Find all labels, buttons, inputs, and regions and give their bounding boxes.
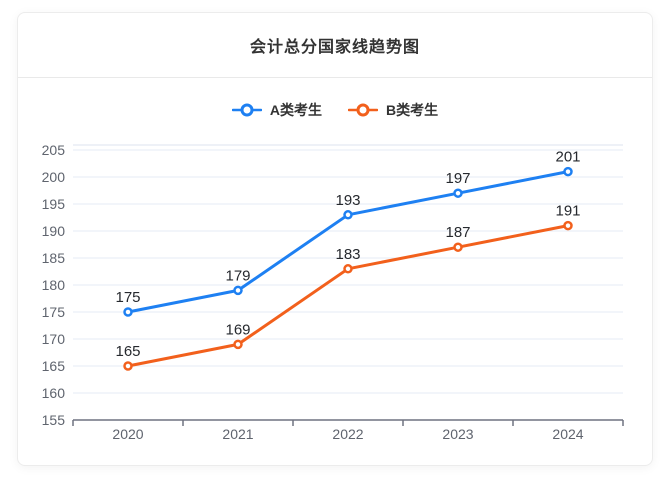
legend-label: B类考生 xyxy=(386,102,439,118)
chart-area: A类考生 B类考生 155 160 165 170 175 180 185 190 195 200 2… xyxy=(18,78,652,465)
y-tick-label: 175 xyxy=(42,304,66,320)
data-point[interactable] xyxy=(563,220,573,231)
data-label: 169 xyxy=(225,321,250,338)
data-point[interactable] xyxy=(563,166,573,177)
data-label: 191 xyxy=(555,203,580,220)
y-tick-label: 160 xyxy=(42,385,66,401)
data-point[interactable] xyxy=(123,307,133,317)
y-tick-label: 180 xyxy=(42,277,66,293)
x-tick-label: 2023 xyxy=(442,426,473,442)
data-label: 193 xyxy=(335,192,360,209)
y-tick-label: 170 xyxy=(42,331,66,347)
legend-item-1[interactable]: B类考生 xyxy=(348,100,438,120)
y-tick-label: 200 xyxy=(42,169,66,185)
legend-label: A类考生 xyxy=(269,102,322,118)
x-tick-label: 2020 xyxy=(112,426,143,442)
data-point[interactable] xyxy=(123,361,133,371)
data-label: 183 xyxy=(335,246,360,263)
trend-line-chart: 155 160 165 170 175 180 185 190 195 200 205 2020 202… xyxy=(42,142,624,442)
y-tick-label: 155 xyxy=(42,412,66,428)
x-tick-label: 2022 xyxy=(332,426,363,442)
legend-marker-icon xyxy=(231,103,262,117)
data-label: 175 xyxy=(115,289,140,306)
data-point[interactable] xyxy=(343,210,353,220)
x-tick-label: 2024 xyxy=(552,426,583,442)
card-header: 会计总分国家线趋势图 xyxy=(18,13,652,78)
data-label: 187 xyxy=(445,224,470,241)
legend-item-0[interactable]: A类考生 xyxy=(231,100,322,120)
y-tick-label: 190 xyxy=(42,223,66,239)
data-point[interactable] xyxy=(233,285,243,296)
y-tick-label: 205 xyxy=(42,142,66,158)
legend-marker-icon xyxy=(348,103,378,117)
y-tick-label: 165 xyxy=(42,358,66,374)
data-point[interactable] xyxy=(453,188,463,198)
data-label: 201 xyxy=(555,149,580,166)
data-label: 197 xyxy=(445,170,470,187)
chart-card: 会计总分国家线趋势图 A类考生 B类考生 155 160 165 170 175 180 18… xyxy=(17,12,653,466)
chart-legend: A类考生 B类考生 xyxy=(18,100,652,120)
data-point[interactable] xyxy=(453,242,463,252)
y-tick-label: 195 xyxy=(42,196,66,212)
data-label: 165 xyxy=(115,343,140,360)
data-label: 179 xyxy=(225,267,250,284)
data-point[interactable] xyxy=(233,339,243,350)
chart-title: 会计总分国家线趋势图 xyxy=(249,39,420,56)
x-tick-label: 2021 xyxy=(222,426,253,442)
data-point[interactable] xyxy=(343,264,353,274)
y-tick-label: 185 xyxy=(42,250,66,266)
